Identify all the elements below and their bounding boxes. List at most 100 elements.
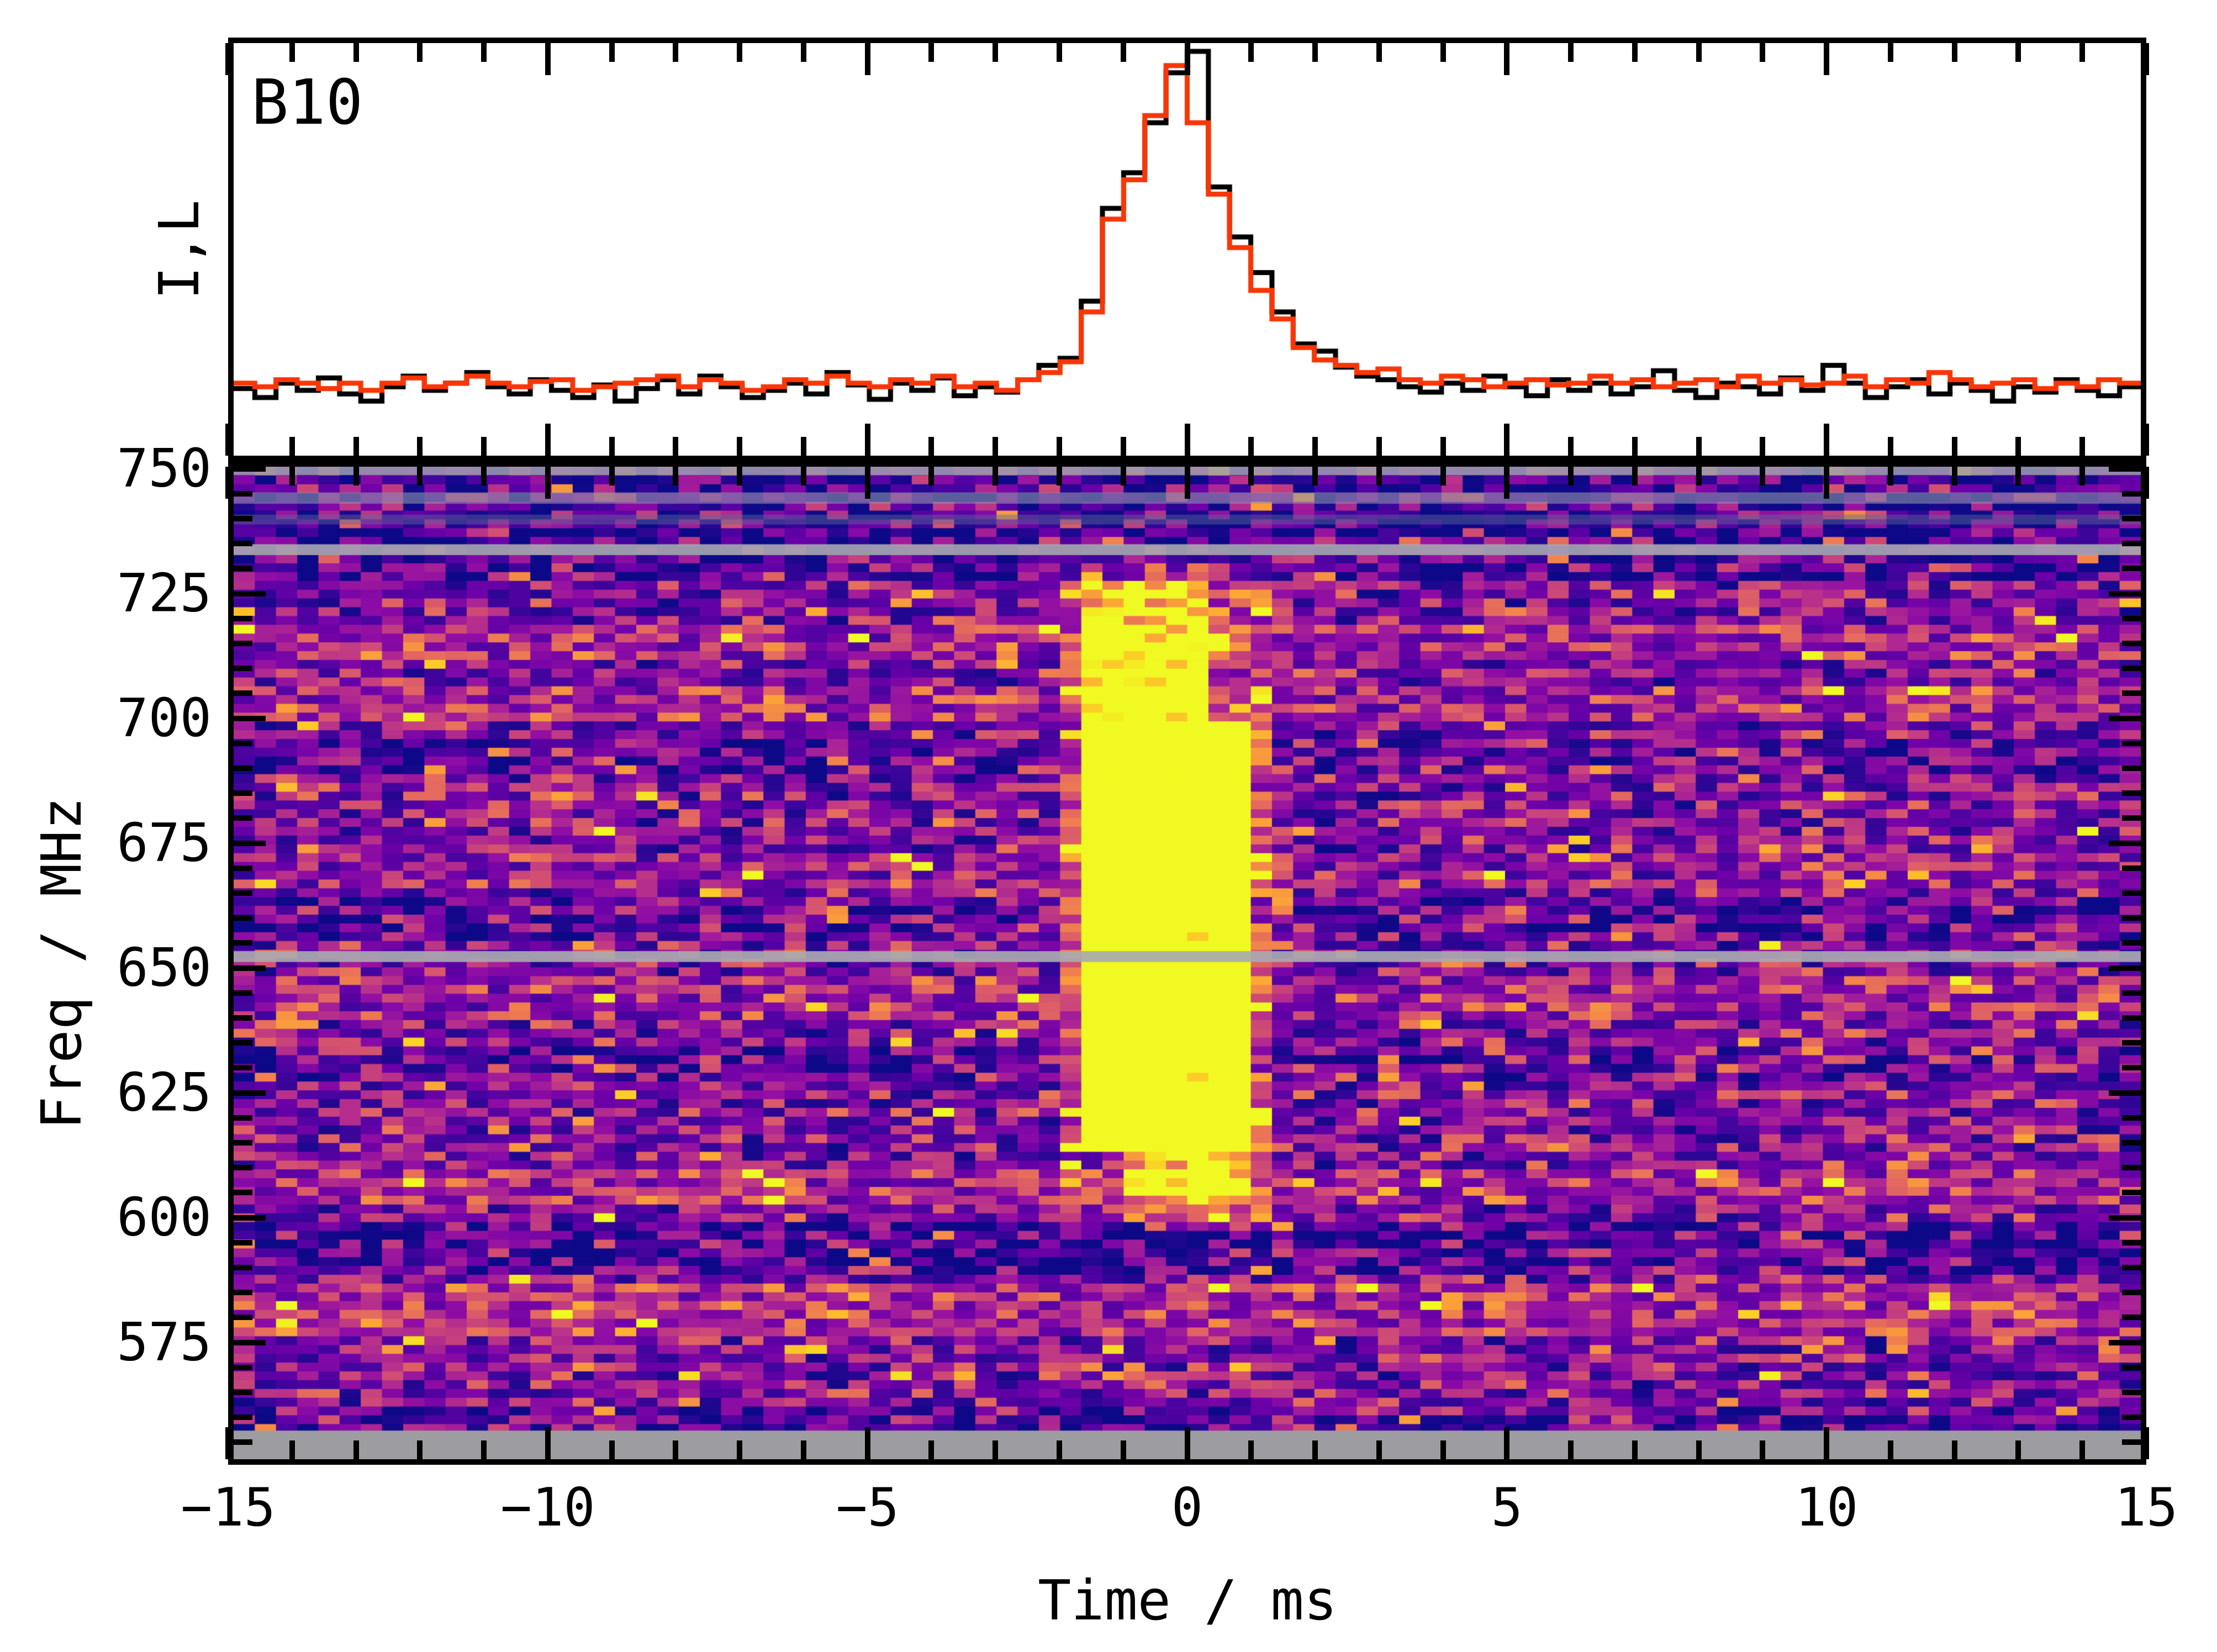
axis-tick	[2122, 1065, 2141, 1071]
axis-tick	[928, 437, 935, 456]
axis-tick	[800, 467, 806, 485]
axis-tick	[2122, 490, 2141, 497]
x-tick-label: 0	[1171, 1477, 1203, 1538]
axis-tick	[234, 965, 266, 971]
axis-tick	[234, 740, 252, 746]
axis-tick	[1376, 1440, 1382, 1459]
x-tick-label: 5	[1491, 1477, 1523, 1538]
axis-tick	[2122, 1115, 2141, 1121]
axis-tick	[545, 467, 551, 499]
y-tick-label: 675	[117, 812, 212, 874]
axis-tick	[234, 1215, 266, 1221]
axis-tick	[1887, 43, 1893, 62]
axis-tick	[225, 43, 231, 75]
axis-tick	[864, 43, 870, 75]
axis-tick	[1824, 43, 1830, 75]
axis-tick	[234, 1364, 252, 1370]
axis-tick	[1951, 1440, 1957, 1459]
axis-tick	[2122, 541, 2141, 547]
axis-tick	[234, 1290, 252, 1296]
axis-tick	[234, 490, 252, 497]
axis-tick	[2122, 940, 2141, 946]
axis-tick	[2122, 615, 2141, 621]
axis-tick	[1887, 467, 1893, 485]
axis-tick	[2122, 1415, 2141, 1421]
axis-tick	[2122, 890, 2141, 896]
axis-tick	[2122, 1264, 2141, 1270]
axis-tick	[417, 437, 423, 456]
axis-tick	[609, 43, 615, 62]
axis-tick	[2079, 437, 2086, 456]
axis-tick	[928, 467, 935, 485]
axis-tick	[1760, 1440, 1766, 1459]
axis-tick	[993, 467, 999, 485]
y-tick-label: 625	[117, 1062, 212, 1123]
axis-tick	[737, 467, 743, 485]
axis-tick	[2015, 437, 2021, 456]
axis-tick	[353, 467, 359, 485]
axis-tick	[2122, 666, 2141, 672]
axis-tick	[2015, 467, 2021, 485]
axis-tick	[353, 1440, 359, 1459]
axis-tick	[800, 43, 806, 62]
axis-tick	[1376, 43, 1382, 62]
axis-tick	[2109, 965, 2141, 971]
axis-tick	[1568, 43, 1574, 62]
axis-tick	[800, 1440, 806, 1459]
axis-tick	[864, 424, 870, 456]
axis-tick	[2109, 840, 2141, 846]
axis-tick	[2122, 640, 2141, 646]
axis-tick	[1184, 467, 1190, 499]
profile-ylabel: I,L	[147, 199, 212, 300]
axis-tick	[234, 615, 252, 621]
axis-tick	[1440, 437, 1446, 456]
axis-tick	[1696, 43, 1702, 62]
axis-tick	[1056, 43, 1062, 62]
axis-tick	[1632, 1440, 1638, 1459]
axis-tick	[1184, 1427, 1190, 1459]
axis-tick	[234, 715, 266, 721]
axis-tick	[1248, 43, 1254, 62]
axis-tick	[2122, 790, 2141, 796]
axis-tick	[1504, 467, 1510, 499]
axis-tick	[234, 515, 252, 521]
axis-tick	[417, 43, 423, 62]
axis-tick	[289, 437, 295, 456]
x-tick-label: 10	[1794, 1477, 1859, 1538]
axis-tick	[1951, 43, 1957, 62]
axis-tick	[1376, 467, 1382, 485]
axis-tick	[481, 437, 487, 456]
axis-tick	[1120, 1440, 1126, 1459]
axis-tick	[234, 1315, 252, 1321]
time-axis-label: Time / ms	[1038, 1568, 1337, 1633]
axis-tick	[928, 43, 935, 62]
axis-tick	[234, 1040, 252, 1046]
axis-tick	[1504, 43, 1510, 75]
axis-tick	[2144, 424, 2149, 456]
axis-tick	[1440, 467, 1446, 485]
axis-tick	[1312, 1440, 1318, 1459]
axis-tick	[737, 43, 743, 62]
axis-tick	[800, 437, 806, 456]
axis-tick	[2122, 1015, 2141, 1021]
axis-tick	[993, 1440, 999, 1459]
x-tick-label: −10	[500, 1477, 595, 1538]
axis-tick	[234, 915, 252, 921]
axis-tick	[481, 43, 487, 62]
axis-tick	[2079, 467, 2086, 485]
axis-tick	[2122, 566, 2141, 572]
axis-tick	[2122, 1239, 2141, 1245]
axis-tick	[1120, 467, 1126, 485]
axis-tick	[225, 1427, 231, 1459]
axis-tick	[2122, 765, 2141, 771]
axis-tick	[1632, 467, 1638, 485]
axis-tick	[2122, 690, 2141, 696]
axis-tick	[234, 690, 252, 696]
axis-tick	[1056, 1440, 1062, 1459]
axis-tick	[234, 765, 252, 771]
y-tick-label: 725	[117, 563, 212, 624]
axis-tick	[993, 43, 999, 62]
axis-tick	[2015, 1440, 2021, 1459]
axis-tick	[353, 437, 359, 456]
axis-tick	[1696, 1440, 1702, 1459]
